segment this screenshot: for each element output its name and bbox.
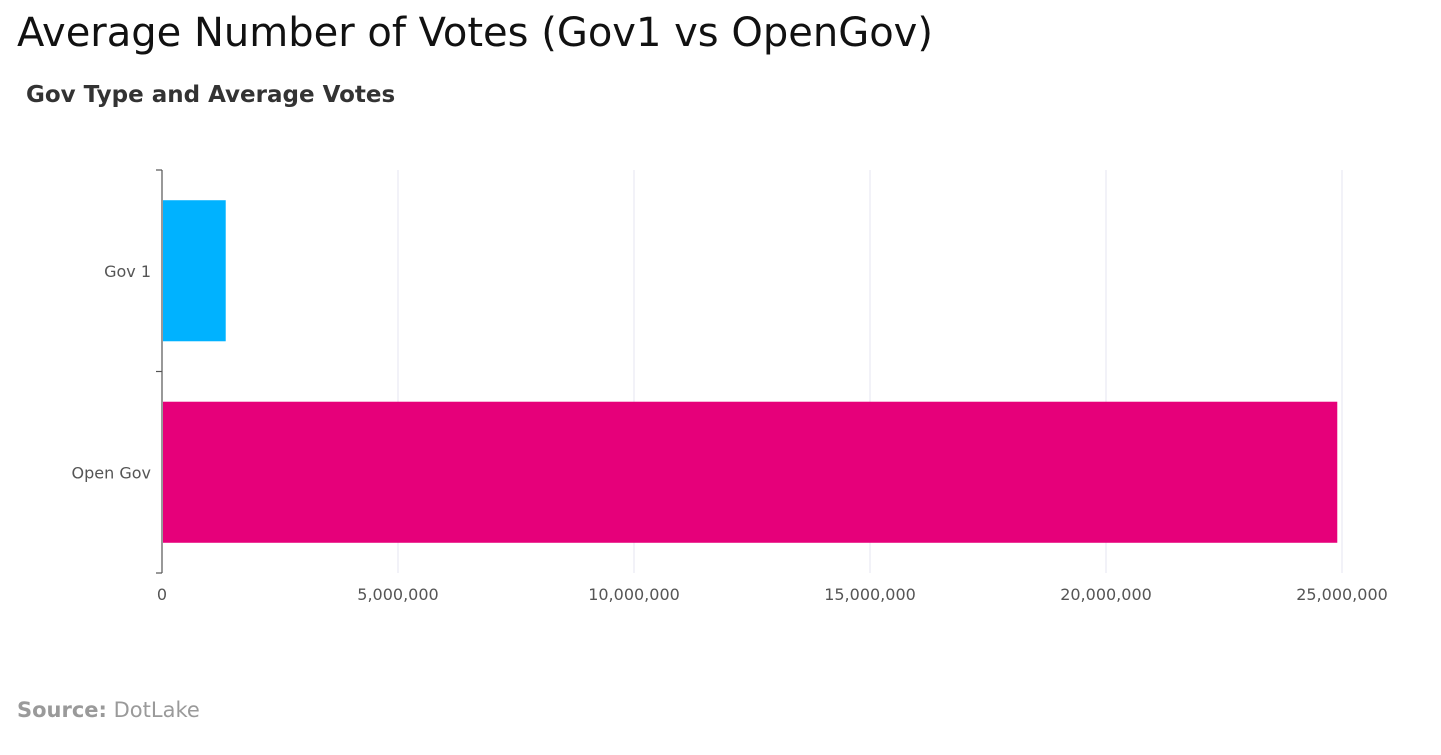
source-label: Source: [17, 698, 107, 722]
chart-title: Average Number of Votes (Gov1 vs OpenGov… [17, 10, 933, 56]
x-axis-tick-labels: 0 5,000,000 10,000,000 15,000,000 20,000,000… [157, 585, 1388, 604]
category-label: Gov 1 [104, 262, 151, 281]
x-tick-label: 5,000,000 [357, 585, 438, 604]
bars [163, 200, 1338, 543]
x-tick-label: 20,000,000 [1060, 585, 1152, 604]
category-label: Open Gov [72, 463, 151, 482]
x-tick-label: 10,000,000 [588, 585, 680, 604]
chart-subtitle: Gov Type and Average Votes [26, 82, 396, 108]
bar-gov-1 [163, 200, 226, 342]
x-tick-label: 0 [157, 585, 167, 604]
y-axis-category-labels: Gov 1 Open Gov [72, 262, 151, 483]
x-tick-label: 25,000,000 [1296, 585, 1388, 604]
source-note: Source: DotLake [17, 698, 200, 722]
bar-open-gov [163, 401, 1338, 543]
x-tick-label: 15,000,000 [824, 585, 916, 604]
y-axis [156, 169, 163, 574]
source-value: DotLake [113, 698, 200, 722]
